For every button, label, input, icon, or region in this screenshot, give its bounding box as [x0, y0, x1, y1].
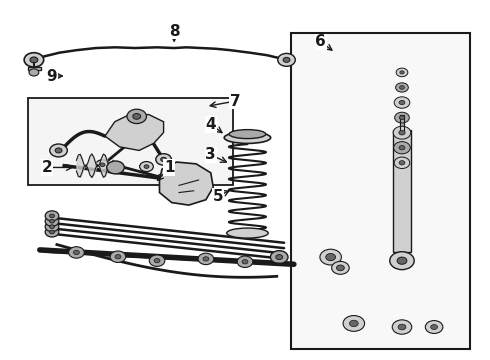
Circle shape [399, 86, 404, 89]
Circle shape [45, 227, 59, 237]
Circle shape [393, 126, 411, 139]
Circle shape [100, 163, 105, 167]
Circle shape [395, 83, 408, 92]
Circle shape [278, 53, 295, 66]
Text: 1: 1 [164, 160, 174, 175]
Circle shape [96, 160, 109, 170]
Circle shape [349, 320, 358, 327]
Circle shape [45, 211, 59, 221]
Circle shape [399, 161, 405, 165]
Circle shape [431, 324, 438, 329]
Ellipse shape [227, 228, 268, 238]
Circle shape [133, 113, 141, 119]
Circle shape [161, 157, 167, 162]
Circle shape [396, 68, 408, 77]
Ellipse shape [224, 132, 270, 143]
Circle shape [74, 250, 79, 255]
Circle shape [115, 255, 121, 259]
Circle shape [397, 257, 407, 264]
Polygon shape [159, 162, 213, 205]
Circle shape [24, 53, 44, 67]
Circle shape [242, 260, 248, 264]
Ellipse shape [229, 130, 266, 139]
Circle shape [343, 316, 365, 331]
Circle shape [49, 220, 54, 223]
Text: 6: 6 [316, 35, 326, 49]
Bar [27, 98, 233, 185]
Text: 3: 3 [205, 147, 216, 162]
Circle shape [425, 320, 443, 333]
Circle shape [337, 265, 344, 271]
Text: 7: 7 [230, 94, 241, 109]
Circle shape [49, 230, 54, 234]
Text: 5: 5 [213, 189, 223, 204]
Circle shape [45, 222, 59, 231]
Circle shape [107, 161, 124, 174]
Circle shape [393, 141, 410, 154]
Circle shape [49, 225, 54, 228]
Circle shape [326, 253, 336, 261]
Polygon shape [105, 114, 164, 150]
Circle shape [399, 130, 405, 135]
Circle shape [394, 112, 409, 123]
Circle shape [127, 109, 147, 123]
Circle shape [144, 165, 149, 168]
Text: 4: 4 [205, 117, 216, 132]
Circle shape [332, 261, 349, 274]
Circle shape [30, 57, 38, 63]
Text: 9: 9 [47, 68, 57, 84]
Circle shape [390, 252, 414, 270]
Circle shape [154, 258, 160, 263]
Circle shape [140, 162, 153, 172]
Circle shape [320, 249, 342, 265]
Circle shape [394, 157, 410, 168]
Polygon shape [27, 67, 41, 69]
Circle shape [394, 97, 410, 108]
Circle shape [149, 255, 165, 266]
Circle shape [392, 320, 412, 334]
Circle shape [237, 256, 253, 267]
Circle shape [49, 214, 54, 218]
Circle shape [276, 255, 283, 260]
Circle shape [55, 148, 62, 153]
Circle shape [198, 253, 214, 265]
Circle shape [283, 57, 290, 62]
Circle shape [45, 216, 59, 226]
Circle shape [400, 71, 404, 74]
Text: 2: 2 [42, 160, 52, 175]
Circle shape [203, 257, 209, 261]
Bar [292, 33, 470, 348]
Circle shape [156, 154, 171, 165]
Circle shape [270, 251, 288, 264]
Circle shape [399, 116, 405, 120]
Circle shape [69, 247, 84, 258]
Circle shape [398, 324, 406, 330]
Circle shape [399, 100, 405, 105]
Circle shape [50, 144, 67, 157]
Bar [392, 130, 411, 252]
Circle shape [399, 145, 405, 150]
Circle shape [29, 69, 39, 76]
Text: 8: 8 [169, 24, 179, 39]
Circle shape [110, 251, 126, 262]
